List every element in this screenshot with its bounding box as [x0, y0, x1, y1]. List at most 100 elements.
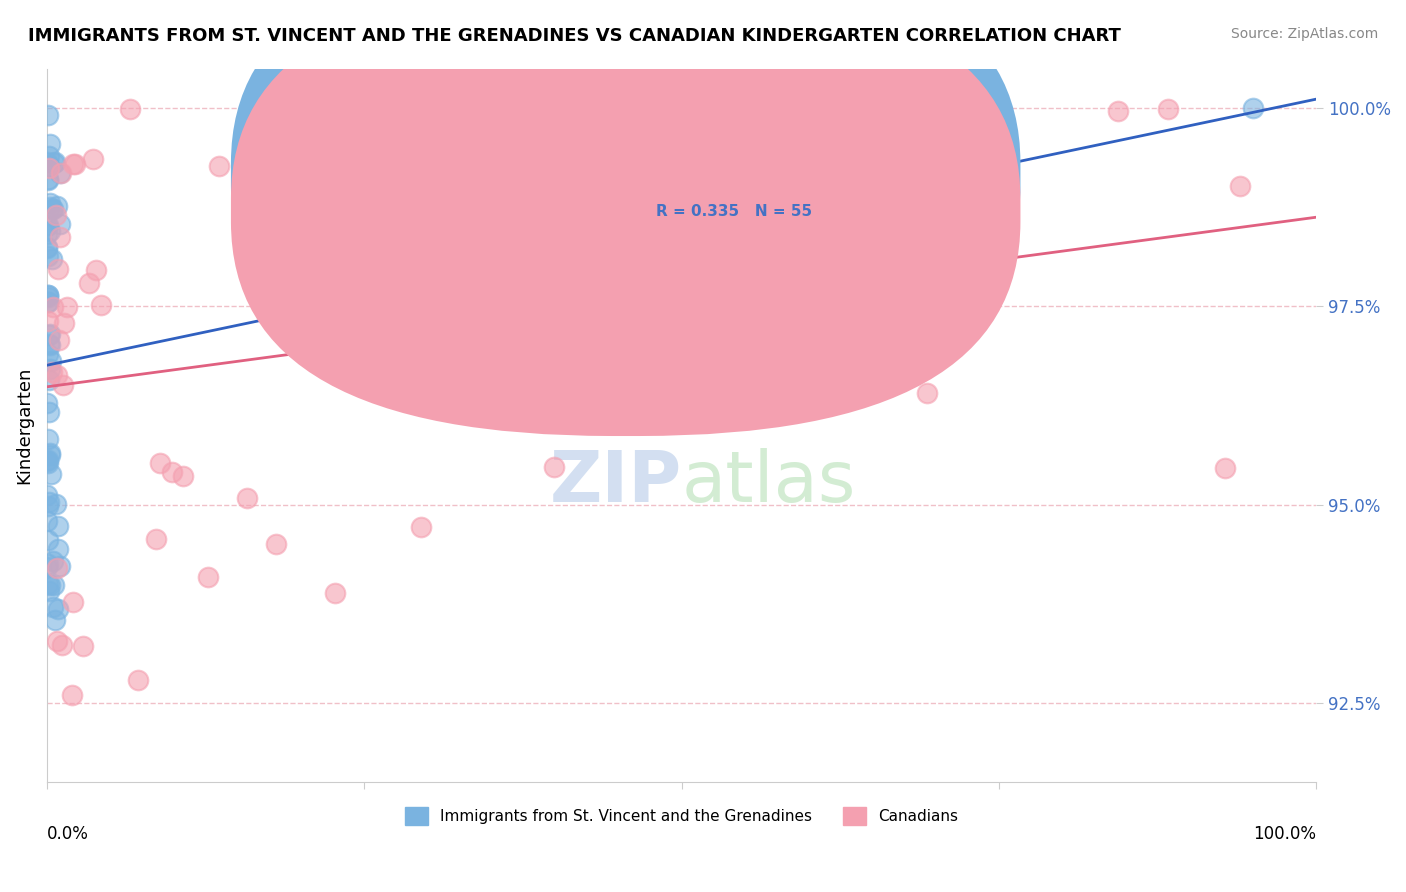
Point: [411, 520, 433, 534]
Point: [38, 200, 60, 214]
Point: [38, 494, 60, 508]
Point: [37, 452, 59, 467]
Point: [41, 365, 63, 379]
FancyBboxPatch shape: [586, 147, 929, 247]
Point: [62, 688, 84, 702]
Point: [39, 467, 62, 481]
Point: [42, 300, 65, 314]
Point: [811, 392, 834, 407]
Point: [51, 638, 73, 652]
Text: 0.0%: 0.0%: [46, 825, 89, 843]
Point: [745, 177, 768, 191]
Text: IMMIGRANTS FROM ST. VINCENT AND THE GRENADINES VS CANADIAN KINDERGARTEN CORRELAT: IMMIGRANTS FROM ST. VINCENT AND THE GREN…: [28, 27, 1121, 45]
Point: [46, 602, 69, 616]
Point: [309, 172, 332, 186]
Point: [38, 445, 60, 459]
Point: [39, 195, 62, 210]
Point: [62, 595, 84, 609]
Point: [127, 673, 149, 688]
FancyBboxPatch shape: [231, 0, 1021, 401]
Point: [63, 157, 86, 171]
Point: [86, 263, 108, 277]
Point: [46, 560, 69, 574]
Point: [236, 491, 259, 506]
Point: [862, 347, 884, 361]
FancyBboxPatch shape: [231, 0, 1021, 436]
Point: [39, 449, 62, 463]
Point: [717, 334, 740, 349]
Point: [42, 599, 65, 614]
Point: [917, 385, 939, 400]
Point: [37, 514, 59, 528]
Point: [45, 208, 67, 222]
Point: [37, 499, 59, 513]
Point: [39, 338, 62, 352]
Point: [56, 300, 79, 314]
Point: [38, 148, 60, 162]
Point: [37, 295, 59, 310]
Point: [486, 273, 509, 287]
Point: [37, 154, 59, 169]
Point: [49, 166, 72, 180]
Point: [37, 314, 59, 328]
Point: [35, 219, 58, 234]
Point: [49, 218, 72, 232]
Point: [42, 155, 65, 169]
Point: [37, 576, 59, 591]
Point: [42, 554, 65, 568]
Point: [46, 633, 69, 648]
Text: R = 0.335   N = 55: R = 0.335 N = 55: [657, 203, 813, 219]
Point: [145, 532, 167, 546]
Point: [120, 102, 142, 116]
Point: [37, 249, 59, 263]
Point: [35, 241, 58, 255]
Point: [48, 229, 70, 244]
Point: [38, 373, 60, 387]
Point: [37, 557, 59, 571]
Point: [41, 252, 63, 266]
Point: [46, 368, 69, 382]
Point: [79, 277, 101, 291]
Text: R = 0.393   N = 72: R = 0.393 N = 72: [657, 168, 813, 183]
Point: [197, 570, 219, 584]
Text: ZIP: ZIP: [550, 448, 682, 516]
Point: [90, 298, 112, 312]
Legend: Immigrants from St. Vincent and the Grenadines, Canadians: Immigrants from St. Vincent and the Gren…: [399, 801, 965, 831]
Point: [148, 456, 170, 470]
Point: [160, 465, 183, 479]
Point: [38, 405, 60, 419]
Point: [37, 347, 59, 361]
Point: [44, 613, 66, 627]
Point: [39, 354, 62, 368]
Point: [37, 173, 59, 187]
Point: [46, 262, 69, 277]
Point: [38, 224, 60, 238]
Point: [38, 336, 60, 351]
Point: [37, 171, 59, 186]
Point: [38, 159, 60, 173]
Point: [37, 287, 59, 301]
Point: [72, 639, 94, 653]
Point: [38, 161, 60, 175]
Point: [863, 101, 886, 115]
Point: [264, 537, 287, 551]
Point: [373, 103, 395, 117]
Point: [35, 559, 58, 574]
Point: [37, 240, 59, 254]
Text: 100.0%: 100.0%: [1253, 825, 1316, 843]
Point: [877, 162, 900, 177]
Point: [172, 468, 194, 483]
Point: [49, 166, 72, 180]
Point: [37, 488, 59, 502]
Point: [38, 583, 60, 598]
Point: [37, 295, 59, 310]
Point: [45, 199, 67, 213]
Point: [37, 533, 59, 548]
Point: [42, 577, 65, 591]
Point: [1229, 179, 1251, 194]
Point: [37, 108, 59, 122]
Point: [37, 432, 59, 446]
Y-axis label: Kindergarten: Kindergarten: [15, 367, 32, 484]
Text: atlas: atlas: [682, 448, 856, 516]
Point: [37, 290, 59, 304]
